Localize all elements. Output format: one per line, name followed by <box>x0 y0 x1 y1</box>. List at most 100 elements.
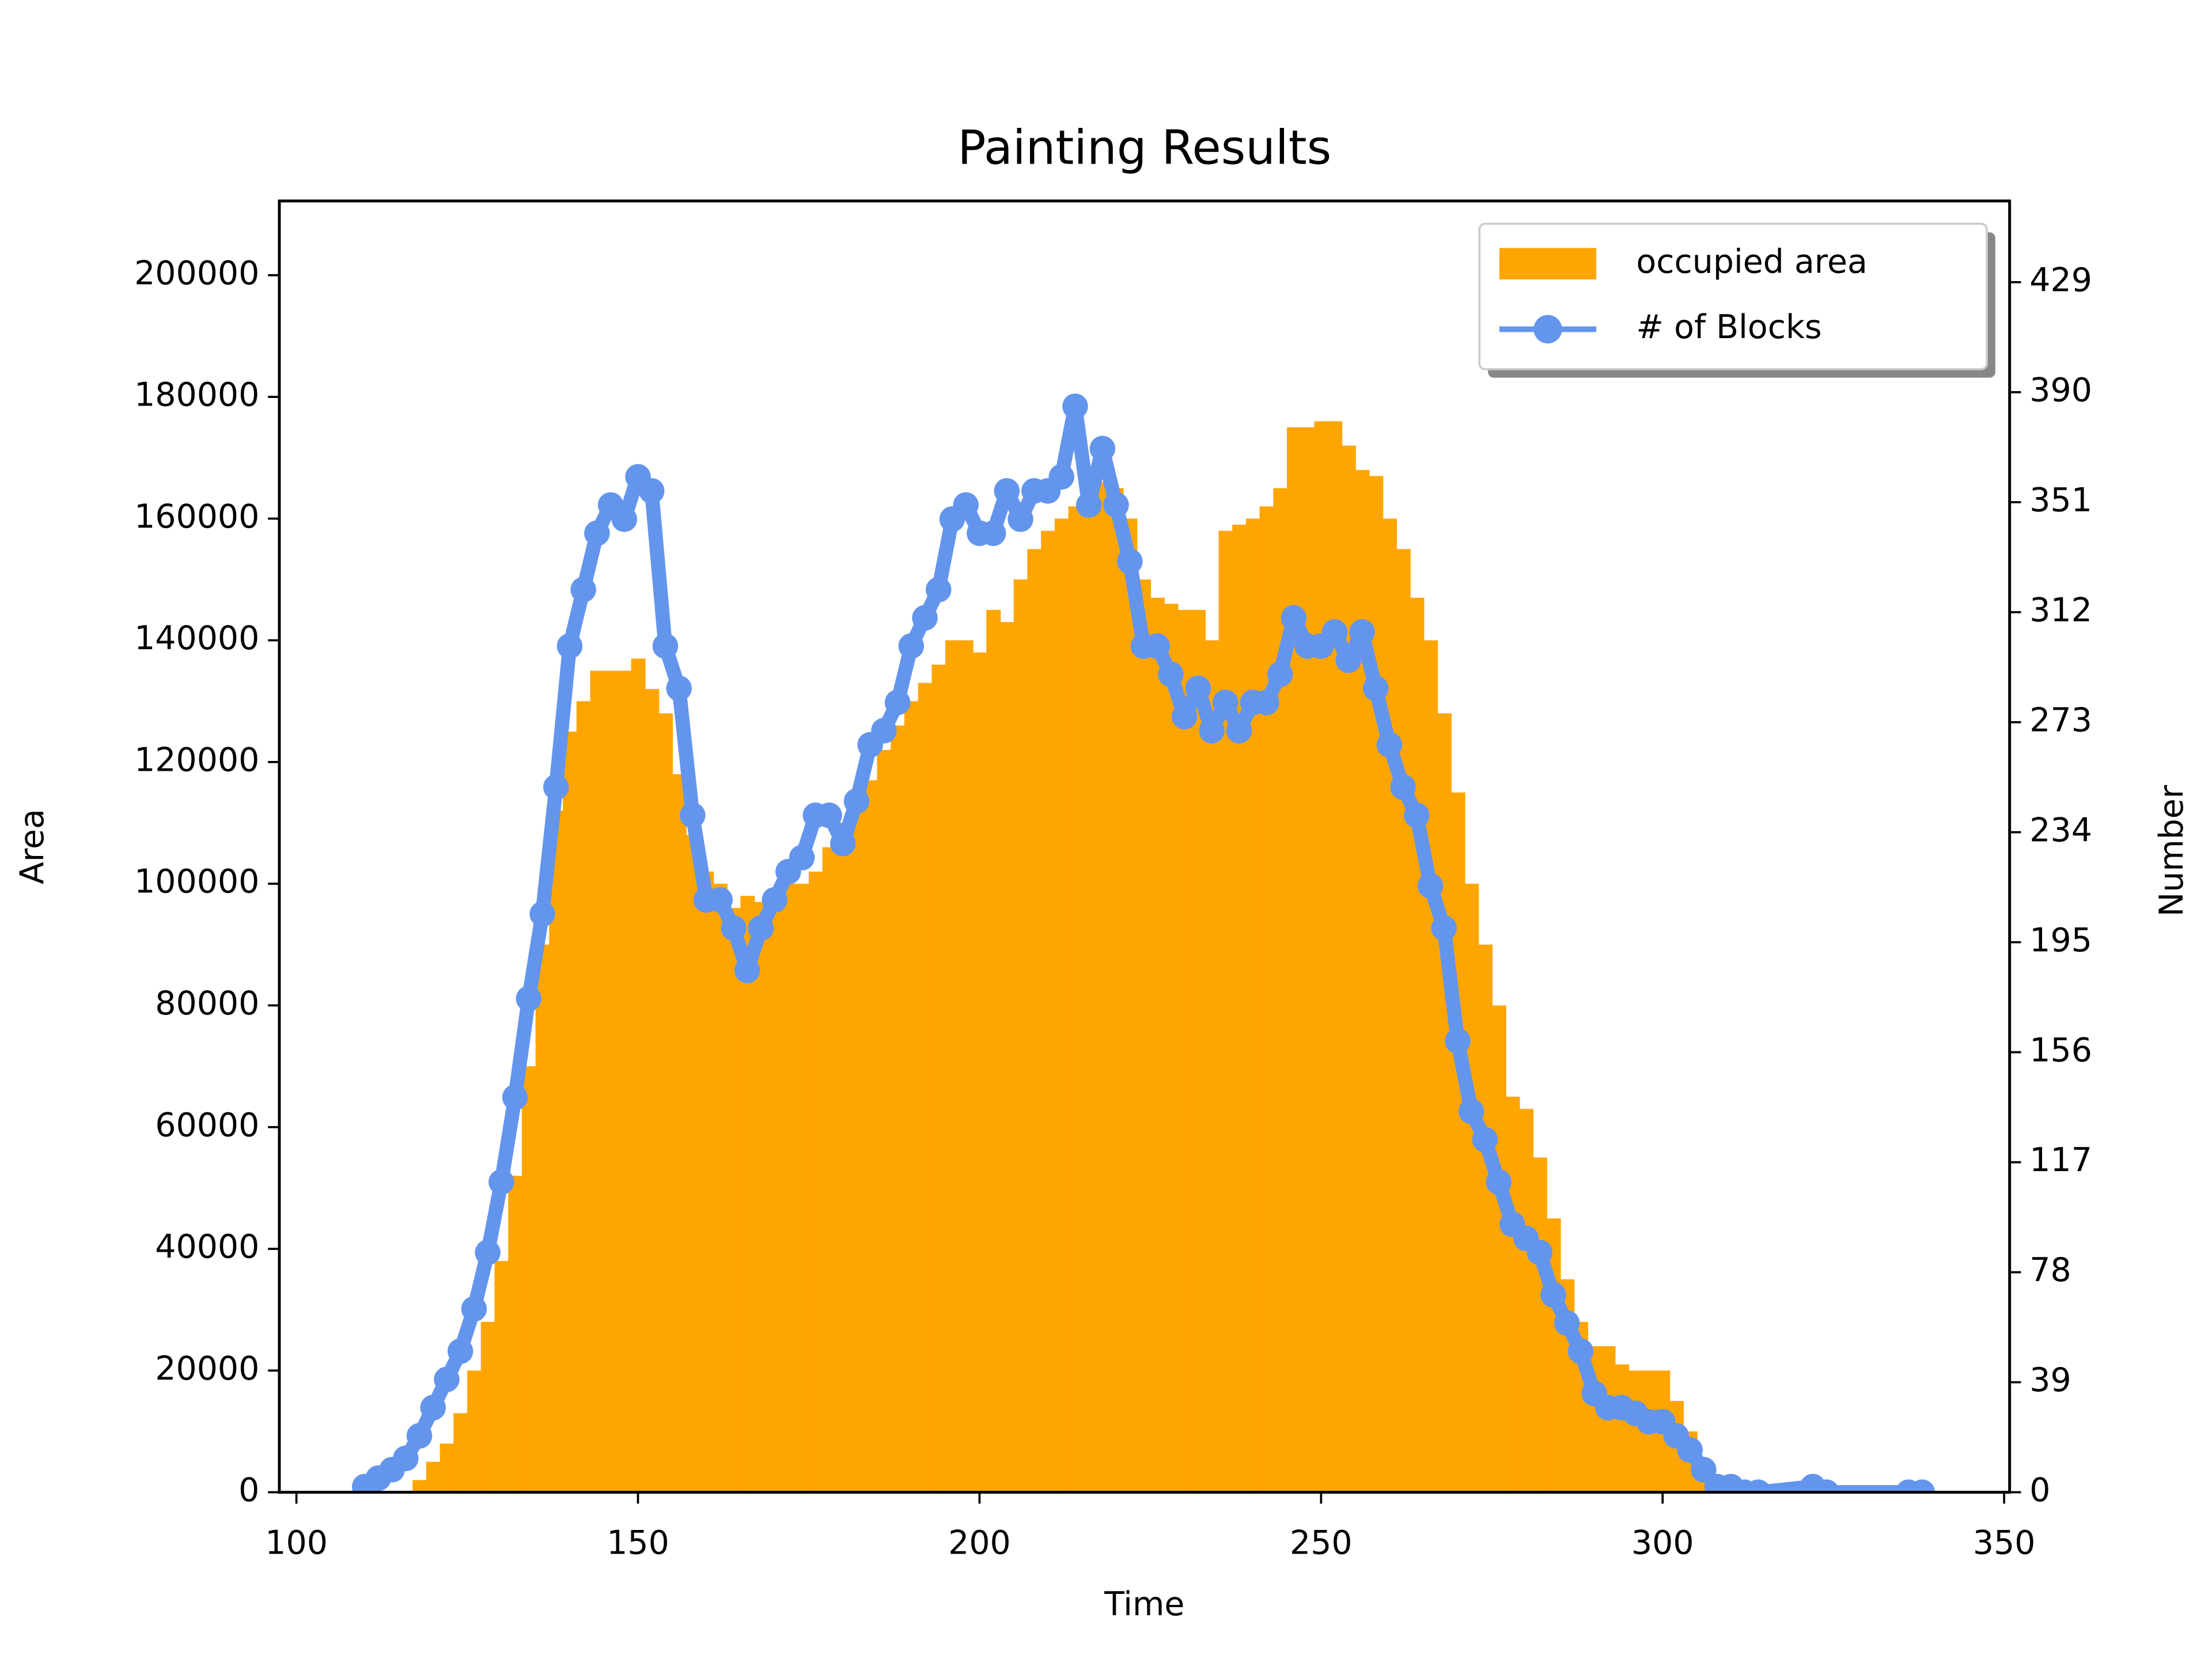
x-tick-label: 150 <box>607 1524 669 1562</box>
marker <box>516 986 542 1012</box>
marker <box>1486 1169 1512 1195</box>
marker <box>488 1169 514 1195</box>
bar <box>877 749 892 1493</box>
marker <box>1527 1240 1553 1266</box>
bar <box>1300 427 1315 1493</box>
y2-tick-label: 195 <box>2029 921 2092 959</box>
marker <box>789 844 815 871</box>
bar <box>1164 604 1179 1493</box>
bar <box>576 701 591 1493</box>
marker <box>953 492 979 518</box>
bar <box>1245 518 1260 1493</box>
bar <box>1123 518 1138 1493</box>
marker <box>1472 1127 1498 1153</box>
marker <box>1335 647 1362 673</box>
marker <box>434 1366 460 1392</box>
bar <box>1505 1096 1520 1493</box>
x-tick-label: 100 <box>265 1524 328 1562</box>
bar <box>713 884 728 1493</box>
legend-label: # of Blocks <box>1636 308 1821 346</box>
bar <box>549 810 564 1493</box>
bar <box>631 658 646 1493</box>
marker <box>843 788 870 815</box>
marker <box>1567 1338 1594 1364</box>
marker <box>1144 633 1171 659</box>
line-series <box>351 393 1936 1493</box>
bar <box>508 1176 523 1493</box>
bar <box>521 1066 536 1493</box>
bar <box>945 640 960 1493</box>
bar <box>1232 524 1247 1493</box>
marker <box>1813 1479 1840 1493</box>
y2-tick-label: 234 <box>2029 811 2092 849</box>
bar <box>850 804 865 1493</box>
marker <box>543 774 569 800</box>
marker <box>871 718 897 744</box>
marker <box>1117 548 1143 574</box>
marker <box>1417 873 1444 899</box>
y-tick-label: 0 <box>238 1471 259 1509</box>
marker <box>1445 1028 1471 1054</box>
bar <box>426 1461 441 1493</box>
legend-label: occupied area <box>1636 243 1867 281</box>
marker <box>584 520 610 546</box>
marker <box>652 633 679 659</box>
marker <box>529 901 555 927</box>
bar <box>904 701 919 1493</box>
y-tick-label: 140000 <box>134 619 259 657</box>
bar <box>440 1444 454 1493</box>
bar <box>658 713 673 1493</box>
bar <box>1068 506 1083 1493</box>
marker <box>1213 690 1238 715</box>
bar <box>781 884 796 1493</box>
plot-area <box>351 393 1936 1493</box>
y-tick-label: 180000 <box>134 376 259 414</box>
marker <box>1321 619 1348 645</box>
marker <box>762 887 787 913</box>
bar <box>1137 579 1152 1493</box>
marker <box>748 915 774 941</box>
x-axis-label: Time <box>1104 1585 1184 1623</box>
marker <box>1185 675 1211 702</box>
marker <box>1089 435 1116 462</box>
bar <box>563 732 578 1493</box>
bar <box>412 1480 427 1493</box>
bar <box>1177 609 1192 1493</box>
marker <box>1048 464 1074 490</box>
marker <box>898 633 925 659</box>
marker <box>611 506 638 532</box>
legend-swatch <box>1499 248 1597 279</box>
bar <box>453 1413 468 1493</box>
x-tick-label: 300 <box>1631 1524 1694 1562</box>
marker <box>830 831 856 857</box>
y2-tick-label: 390 <box>2029 371 2092 409</box>
bar <box>1041 531 1056 1493</box>
bar <box>822 847 837 1493</box>
bar <box>467 1370 482 1493</box>
y2-tick-label: 117 <box>2029 1141 2092 1179</box>
bar <box>1478 944 1493 1493</box>
marker <box>556 633 583 659</box>
bar <box>1259 506 1274 1493</box>
bar <box>1532 1157 1547 1493</box>
marker <box>707 887 733 913</box>
bar <box>931 664 946 1493</box>
marker <box>994 478 1020 504</box>
bar <box>1382 518 1397 1493</box>
marker <box>680 802 706 828</box>
legend-box <box>1478 222 1988 370</box>
marker <box>1007 506 1033 532</box>
marker <box>1349 619 1375 645</box>
bar <box>1328 421 1343 1493</box>
bar <box>754 902 769 1493</box>
bar <box>891 725 906 1493</box>
bar <box>617 671 632 1493</box>
bar <box>959 640 974 1493</box>
marker <box>1226 718 1252 744</box>
y2-tick-label: 429 <box>2029 262 2092 300</box>
bar <box>1519 1108 1534 1493</box>
bar <box>590 671 605 1493</box>
marker <box>1909 1479 1936 1493</box>
bar <box>1013 579 1028 1493</box>
